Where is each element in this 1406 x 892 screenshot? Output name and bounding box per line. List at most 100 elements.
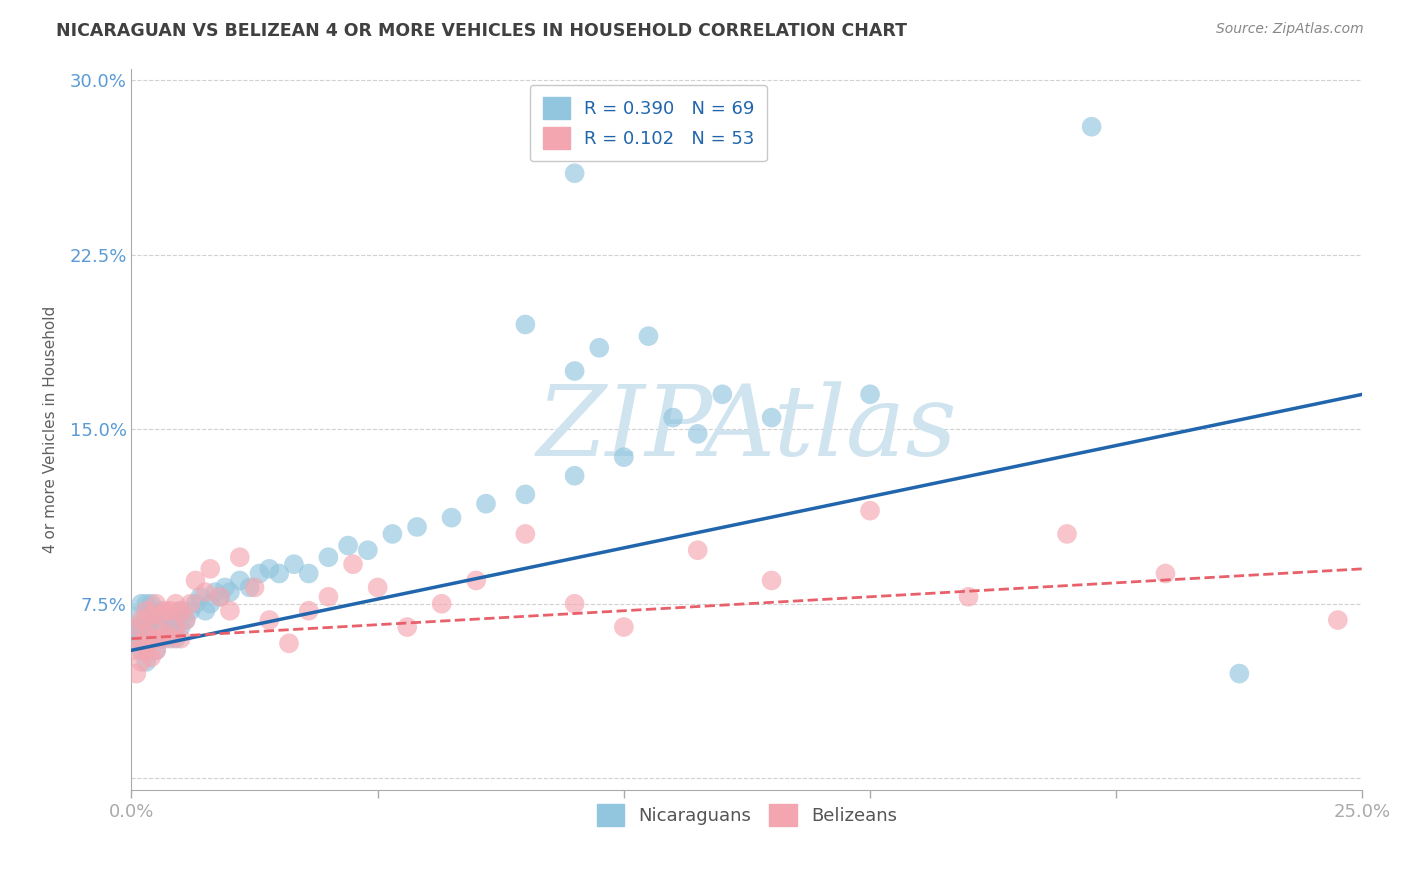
Point <box>145 608 167 623</box>
Point <box>174 613 197 627</box>
Point <box>145 597 167 611</box>
Point <box>170 632 193 646</box>
Point <box>564 468 586 483</box>
Point <box>381 527 404 541</box>
Point <box>859 503 882 517</box>
Point <box>430 597 453 611</box>
Point <box>637 329 659 343</box>
Point <box>160 632 183 646</box>
Point <box>170 604 193 618</box>
Point <box>761 574 783 588</box>
Point <box>174 613 197 627</box>
Point <box>135 643 157 657</box>
Point <box>125 632 148 646</box>
Point <box>125 620 148 634</box>
Point <box>214 581 236 595</box>
Point <box>200 562 222 576</box>
Point <box>165 620 187 634</box>
Text: Source: ZipAtlas.com: Source: ZipAtlas.com <box>1216 22 1364 37</box>
Point <box>165 632 187 646</box>
Y-axis label: 4 or more Vehicles in Household: 4 or more Vehicles in Household <box>44 306 58 553</box>
Point <box>131 597 153 611</box>
Point <box>160 627 183 641</box>
Point <box>440 510 463 524</box>
Point <box>515 527 537 541</box>
Point <box>155 604 177 618</box>
Point <box>318 590 340 604</box>
Point <box>298 566 321 581</box>
Point <box>1154 566 1177 581</box>
Point <box>249 566 271 581</box>
Point <box>588 341 610 355</box>
Point <box>318 550 340 565</box>
Point <box>1327 613 1350 627</box>
Point <box>859 387 882 401</box>
Point <box>243 581 266 595</box>
Point <box>125 608 148 623</box>
Point <box>259 562 281 576</box>
Point <box>141 608 163 623</box>
Point <box>564 166 586 180</box>
Point <box>184 574 207 588</box>
Point <box>131 632 153 646</box>
Point <box>150 620 173 634</box>
Point <box>194 604 217 618</box>
Point <box>131 620 153 634</box>
Point <box>957 590 980 604</box>
Point <box>406 520 429 534</box>
Point <box>150 632 173 646</box>
Point <box>131 613 153 627</box>
Point <box>613 450 636 464</box>
Text: NICARAGUAN VS BELIZEAN 4 OR MORE VEHICLES IN HOUSEHOLD CORRELATION CHART: NICARAGUAN VS BELIZEAN 4 OR MORE VEHICLE… <box>56 22 907 40</box>
Point <box>135 597 157 611</box>
Point <box>194 585 217 599</box>
Point <box>269 566 291 581</box>
Point <box>155 632 177 646</box>
Point <box>125 666 148 681</box>
Point <box>165 613 187 627</box>
Point <box>465 574 488 588</box>
Point <box>711 387 734 401</box>
Point <box>141 597 163 611</box>
Point <box>209 590 232 604</box>
Point <box>515 318 537 332</box>
Point <box>613 620 636 634</box>
Point <box>160 613 183 627</box>
Point <box>200 597 222 611</box>
Point <box>155 608 177 623</box>
Point <box>475 497 498 511</box>
Point <box>367 581 389 595</box>
Point <box>219 585 242 599</box>
Point <box>239 581 262 595</box>
Point <box>150 608 173 623</box>
Point <box>229 574 252 588</box>
Point <box>160 604 183 618</box>
Point <box>135 627 157 641</box>
Legend: Nicaraguans, Belizeans: Nicaraguans, Belizeans <box>588 795 905 835</box>
Point <box>135 655 157 669</box>
Point <box>761 410 783 425</box>
Point <box>190 590 212 604</box>
Point <box>278 636 301 650</box>
Point <box>298 604 321 618</box>
Point <box>150 604 173 618</box>
Point <box>131 636 153 650</box>
Point <box>145 620 167 634</box>
Point <box>564 364 586 378</box>
Point <box>357 543 380 558</box>
Point <box>125 643 148 657</box>
Point <box>1227 666 1250 681</box>
Point <box>342 557 364 571</box>
Point <box>396 620 419 634</box>
Point <box>204 585 226 599</box>
Point <box>131 643 153 657</box>
Point <box>135 632 157 646</box>
Point <box>170 620 193 634</box>
Point <box>229 550 252 565</box>
Point <box>141 650 163 665</box>
Point <box>125 620 148 634</box>
Point <box>170 604 193 618</box>
Point <box>180 597 202 611</box>
Point <box>131 655 153 669</box>
Point <box>141 632 163 646</box>
